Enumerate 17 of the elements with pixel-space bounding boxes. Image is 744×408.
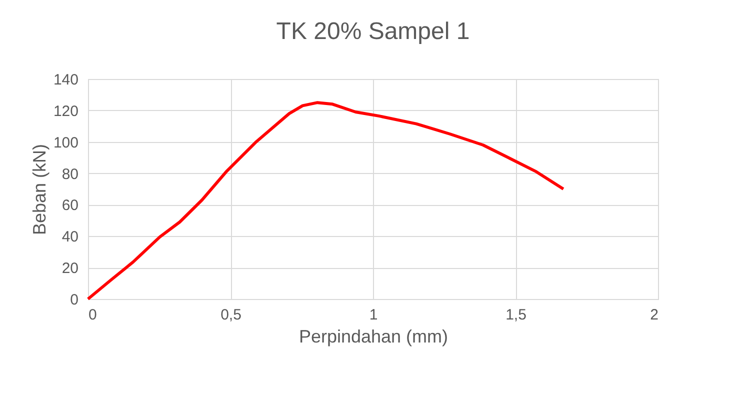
y-tick-label: 60: [62, 197, 78, 214]
y-tick-label: 120: [53, 102, 78, 120]
y-tick-label: 20: [62, 260, 78, 278]
y-tick-label: 0: [70, 292, 78, 308]
y-axis-title: Beban (kN): [29, 144, 50, 236]
y-tick-label: 140: [53, 72, 78, 88]
chart-title: TK 20% Sampel 1: [276, 18, 470, 45]
x-tick-label: 1,5: [506, 306, 526, 324]
y-tick-label: 100: [53, 134, 78, 152]
line-series: [86, 101, 565, 300]
x-tick-label: 0: [88, 306, 97, 324]
y-tick-label: 40: [62, 228, 78, 246]
x-tick-label: 1: [369, 306, 378, 324]
x-tick-label: 0,5: [220, 306, 242, 324]
x-tick-label: 2: [650, 306, 658, 324]
y-tick-label: 80: [62, 166, 78, 183]
x-axis-title: Perpindahan (mm): [298, 326, 448, 346]
